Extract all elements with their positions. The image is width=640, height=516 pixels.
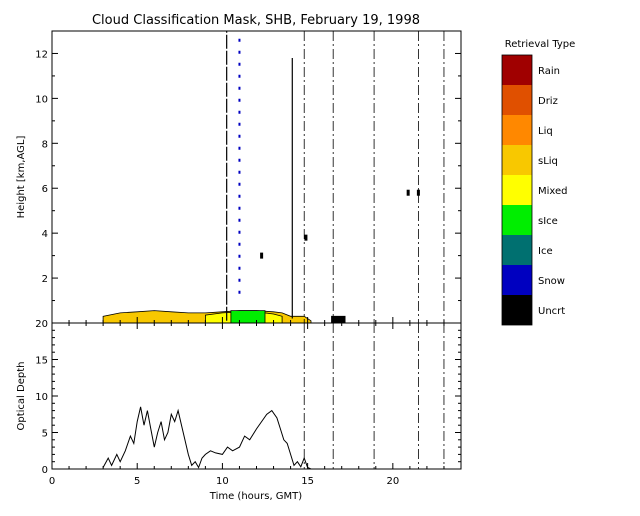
height-tick-label-8: 8 — [42, 139, 48, 150]
legend-label-rain: Rain — [538, 66, 560, 77]
legend-swatch-liq — [502, 115, 532, 145]
legend-swatch-uncrt — [502, 295, 532, 325]
height-tick-label-6: 6 — [42, 184, 48, 195]
legend-label-liq: Liq — [538, 126, 553, 137]
legend-swatch-mixed — [502, 175, 532, 205]
od-tick-label-15: 15 — [35, 356, 48, 367]
time-axis-label: Time (hours, GMT) — [209, 491, 303, 502]
legend-label-mixed: Mixed — [538, 186, 568, 197]
legend-label-driz: Driz — [538, 96, 558, 107]
legend-label-ice: Ice — [538, 246, 553, 257]
retrieval-type-legend: Retrieval Type Rain Driz Liq sLiq Mixed sIce I… — [501, 39, 576, 326]
od-tick-label-5: 5 — [42, 429, 48, 440]
time-tick-label-10: 10 — [216, 476, 229, 487]
time-tick-label-5: 5 — [134, 476, 140, 487]
classification-plot-area — [102, 31, 445, 324]
legend-swatch-driz — [502, 85, 532, 115]
legend-label-sliq: sLiq — [538, 156, 558, 167]
legend-swatch-snow — [502, 265, 532, 295]
classification-panel: 2 4 6 8 10 12 Height [km,AGL] — [16, 30, 462, 324]
height-tick-label-4: 4 — [42, 229, 48, 240]
time-tick-label-20: 20 — [386, 476, 399, 487]
optical-depth-axis-ticks: 0 5 10 15 20 — [35, 319, 461, 476]
legend-frame — [501, 54, 533, 326]
legend-label-sice: sIce — [538, 216, 558, 227]
height-tick-label-10: 10 — [35, 94, 48, 105]
chart-title: Cloud Classification Mask, SHB, February… — [92, 13, 420, 28]
isolated-echo-3 — [416, 189, 420, 196]
height-axis-label: Height [km,AGL] — [16, 136, 27, 219]
optical-depth-panel-frame — [51, 322, 462, 470]
time-tick-label-0: 0 — [49, 476, 55, 487]
height-axis-ticks: 2 4 6 8 10 12 — [35, 30, 462, 324]
cloud-layer-sice — [230, 310, 266, 324]
height-tick-label-12: 12 — [35, 49, 48, 60]
time-tick-label-15: 15 — [301, 476, 314, 487]
optical-depth-line — [102, 406, 312, 470]
height-tick-label-2: 2 — [42, 274, 48, 285]
isolated-echo-1 — [304, 234, 308, 241]
isolated-echo-0 — [260, 252, 264, 259]
optical-depth-plot-area — [102, 323, 445, 470]
legend-swatch-ice — [502, 235, 532, 265]
legend-label-uncrt: Uncrt — [538, 306, 565, 317]
od-tick-label-20: 20 — [35, 319, 48, 330]
isolated-echo-2 — [406, 189, 410, 196]
legend-swatch-sliq — [502, 145, 532, 175]
legend-title: Retrieval Type — [505, 39, 576, 50]
od-tick-label-10: 10 — [35, 392, 48, 403]
legend-label-snow: Snow — [538, 276, 565, 287]
legend-swatch-sice — [502, 205, 532, 235]
classification-panel-frame — [51, 30, 462, 324]
optical-depth-panel: 0 5 10 15 20 0 5 10 15 20 Optical Depth Time (ho… — [16, 319, 462, 502]
optical-depth-axis-label: Optical Depth — [16, 362, 27, 431]
legend-swatch-rain — [502, 55, 532, 85]
legend-items: Rain Driz Liq sLiq Mixed sIce Ice Snow Uncrt — [501, 54, 568, 326]
od-tick-label-0: 0 — [42, 465, 48, 476]
time-axis-ticks: 0 5 10 15 20 — [49, 323, 462, 487]
